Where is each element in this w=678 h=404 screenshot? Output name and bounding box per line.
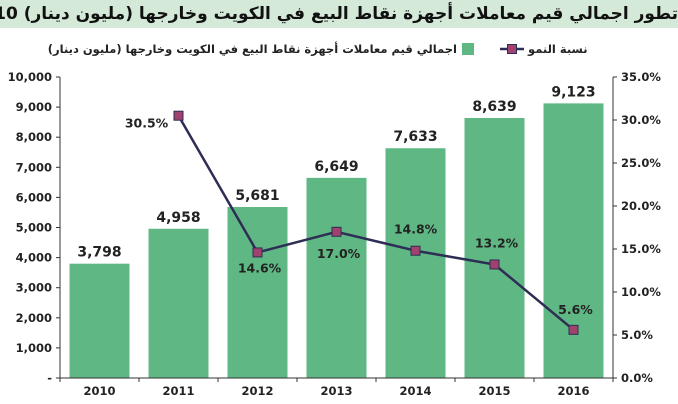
y-right-tick-label: 25.0% — [621, 156, 661, 170]
growth-value-label: 14.6% — [238, 260, 282, 275]
y-right-tick-label: 35.0% — [621, 70, 661, 84]
x-tick-label: 2016 — [557, 384, 589, 398]
growth-value-label: 17.0% — [317, 246, 361, 261]
growth-marker-2012 — [252, 247, 263, 258]
growth-marker-2013 — [331, 226, 342, 237]
y-right-tick-label: 30.0% — [621, 113, 661, 127]
x-tick-label: 2011 — [162, 384, 194, 398]
legend-line-marker — [507, 44, 517, 54]
bar-value-label: 6,649 — [314, 159, 358, 175]
bar-2013 — [306, 177, 367, 378]
bar-2011 — [148, 228, 209, 378]
y-left-tick-label: - — [47, 371, 52, 385]
bar-2015 — [464, 117, 525, 379]
y-right-tick-label: 5.0% — [621, 328, 653, 342]
y-right-tick-label: 10.0% — [621, 285, 661, 299]
x-tick-label: 2015 — [478, 384, 510, 398]
bar-value-label: 8,639 — [472, 99, 516, 115]
y-left-tick-label: 7,000 — [16, 160, 52, 174]
y-right-tick-label: 0.0% — [621, 371, 653, 385]
bar-value-label: 7,633 — [393, 129, 437, 145]
chart-title: تطور اجمالي قيم معاملات أجهزة نقاط البيع… — [0, 0, 678, 28]
growth-line — [177, 115, 575, 331]
bar-2010 — [69, 263, 130, 378]
legend-line-label: نسبة النمو — [527, 42, 588, 57]
bar-value-label: 9,123 — [551, 84, 595, 100]
y-left-tick-label: 8,000 — [16, 130, 52, 144]
bar-value-label: 4,958 — [156, 210, 200, 226]
x-tick-label: 2012 — [241, 384, 273, 398]
growth-value-label: 14.8% — [394, 222, 438, 237]
y-right-tick-label: 20.0% — [621, 199, 661, 213]
y-left-tick-label: 4,000 — [16, 251, 52, 265]
growth-value-label: 5.6% — [558, 302, 593, 317]
bar-2016 — [543, 103, 604, 378]
legend-bar-swatch — [462, 43, 474, 55]
y-left-tick-label: 1,000 — [16, 341, 52, 355]
growth-value-label: 30.5% — [125, 116, 169, 131]
bar-value-label: 5,681 — [235, 188, 279, 204]
growth-marker-2016 — [568, 324, 579, 335]
y-right-tick-label: 15.0% — [621, 242, 661, 256]
growth-marker-2014 — [410, 245, 421, 256]
bar-value-label: 3,798 — [77, 245, 121, 261]
growth-marker-2015 — [489, 259, 500, 270]
bar-2012 — [227, 207, 288, 378]
y-left-tick-label: 5,000 — [16, 221, 52, 235]
x-tick-label: 2010 — [83, 384, 115, 398]
y-left-tick-label: 9,000 — [16, 100, 52, 114]
x-tick-label: 2013 — [320, 384, 352, 398]
growth-marker-2011 — [173, 110, 184, 121]
growth-value-label: 13.2% — [475, 235, 519, 250]
y-left-tick-label: 2,000 — [16, 311, 52, 325]
y-left-tick-label: 6,000 — [16, 190, 52, 204]
legend-bar-label: اجمالي قيم معاملات أجهزة نقاط البيع في ا… — [48, 41, 457, 57]
bar-2014 — [385, 148, 446, 378]
x-tick-label: 2014 — [399, 384, 431, 398]
y-left-tick-label: 10,000 — [8, 70, 52, 84]
y-left-tick-label: 3,000 — [16, 281, 52, 295]
